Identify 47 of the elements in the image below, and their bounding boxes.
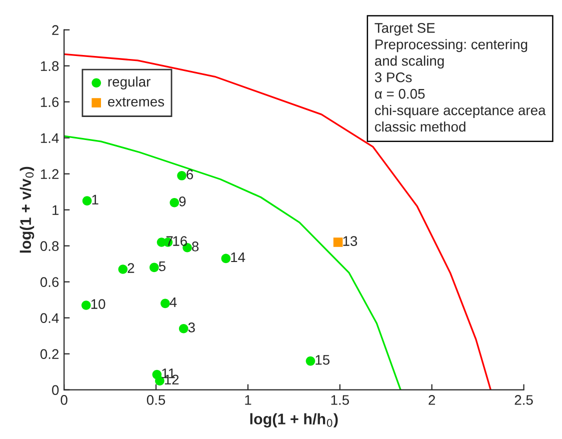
annotation: 14	[231, 252, 246, 262]
point	[160, 298, 170, 308]
annotation: 4	[170, 297, 177, 308]
annotation: 10	[91, 299, 106, 309]
legend-label: regular	[108, 76, 150, 90]
point	[118, 264, 128, 274]
y-tick-label: 2	[52, 25, 59, 35]
y-tick-label: 1.2	[40, 169, 59, 179]
point	[306, 356, 316, 366]
annotation: 3	[188, 322, 195, 332]
annotation: 16	[173, 236, 187, 246]
y-tick-label: 0.2	[40, 349, 59, 360]
x-tick-label: 2.5	[514, 395, 533, 405]
x-tick-label: 0	[60, 395, 68, 405]
y-tick-label: 1	[52, 205, 59, 215]
x-tick-label: 2	[428, 395, 436, 405]
y-tick-label: 1.8	[40, 61, 59, 72]
y-tick-label: 0.4	[40, 313, 59, 324]
point	[81, 300, 91, 310]
y-tick-label: 0.8	[40, 241, 59, 252]
point	[177, 170, 186, 180]
point	[150, 262, 159, 272]
point	[178, 324, 188, 334]
annotation: 9	[179, 196, 186, 206]
annotation: 15	[316, 355, 330, 365]
annotation: 6	[186, 170, 194, 180]
x-tick-label: 1	[245, 395, 252, 405]
point	[333, 238, 343, 247]
annotation: 8	[192, 242, 199, 252]
annotation: 1	[92, 194, 98, 204]
y-axis-title: log(1 + v/v$_{0}$)	[20, 166, 34, 253]
x-tick-label: 0.5	[146, 395, 166, 405]
point	[170, 198, 180, 208]
x-tick-label: 1.5	[331, 395, 349, 405]
y-tick-label: 0.6	[40, 277, 59, 288]
y-tick-label: 1.6	[40, 97, 59, 108]
line-series	[64, 135, 402, 390]
y-tick-label: 0	[52, 385, 59, 395]
point	[82, 196, 92, 206]
point	[221, 254, 231, 264]
legend-label: extremes	[108, 97, 164, 107]
y-tick-label: 1.4	[40, 133, 59, 143]
annotation: Target SE Preprocessing: centering and scaling 3 PCs α = 0.05 chi-square acceptance area classic method	[374, 23, 546, 132]
annotation: 13	[343, 236, 358, 246]
annotation: 5	[158, 261, 166, 272]
annotation: 2	[128, 263, 134, 273]
x-axis-title: log(1 + h/h$_{0}$)	[250, 413, 338, 428]
